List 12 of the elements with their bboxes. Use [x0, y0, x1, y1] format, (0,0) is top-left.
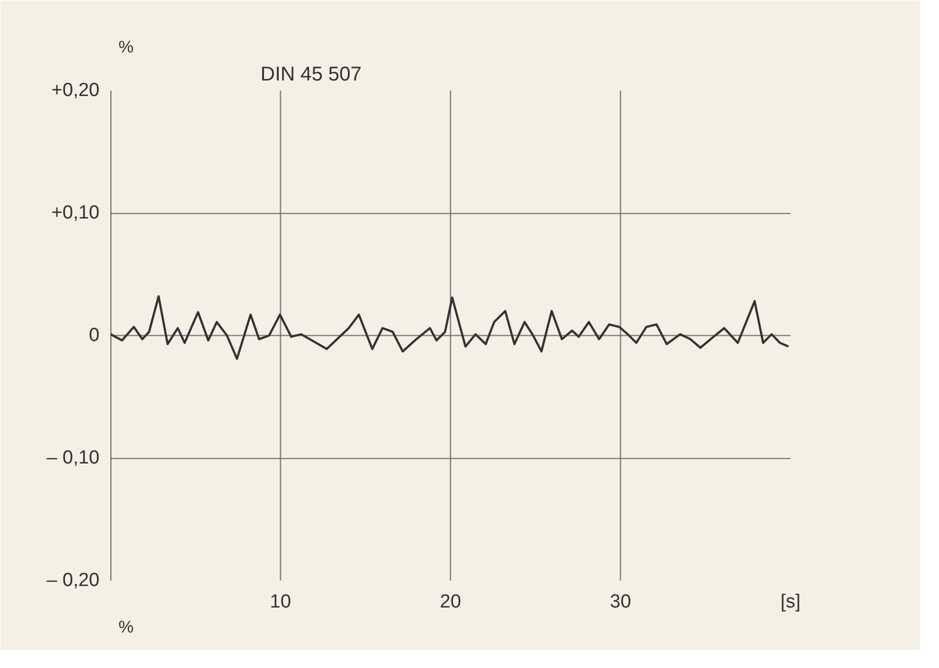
y-tick-label: 0 — [88, 325, 100, 346]
y-tick-label: – 0,10 — [46, 448, 100, 468]
chart-title: DIN 45 507 — [260, 64, 362, 86]
x-tick-label: 20 — [440, 592, 462, 612]
x-tick-label: 30 — [610, 592, 632, 612]
y-tick-label: – 0,20 — [46, 570, 100, 591]
y-tick-label: +0,10 — [51, 202, 100, 224]
text: % — [118, 618, 134, 636]
y-axis-title: % — [118, 38, 134, 56]
y-tick-label: +0,20 — [51, 80, 100, 101]
x-tick-label: 10 — [270, 592, 292, 612]
x-tick-label: [s] — [780, 592, 801, 612]
